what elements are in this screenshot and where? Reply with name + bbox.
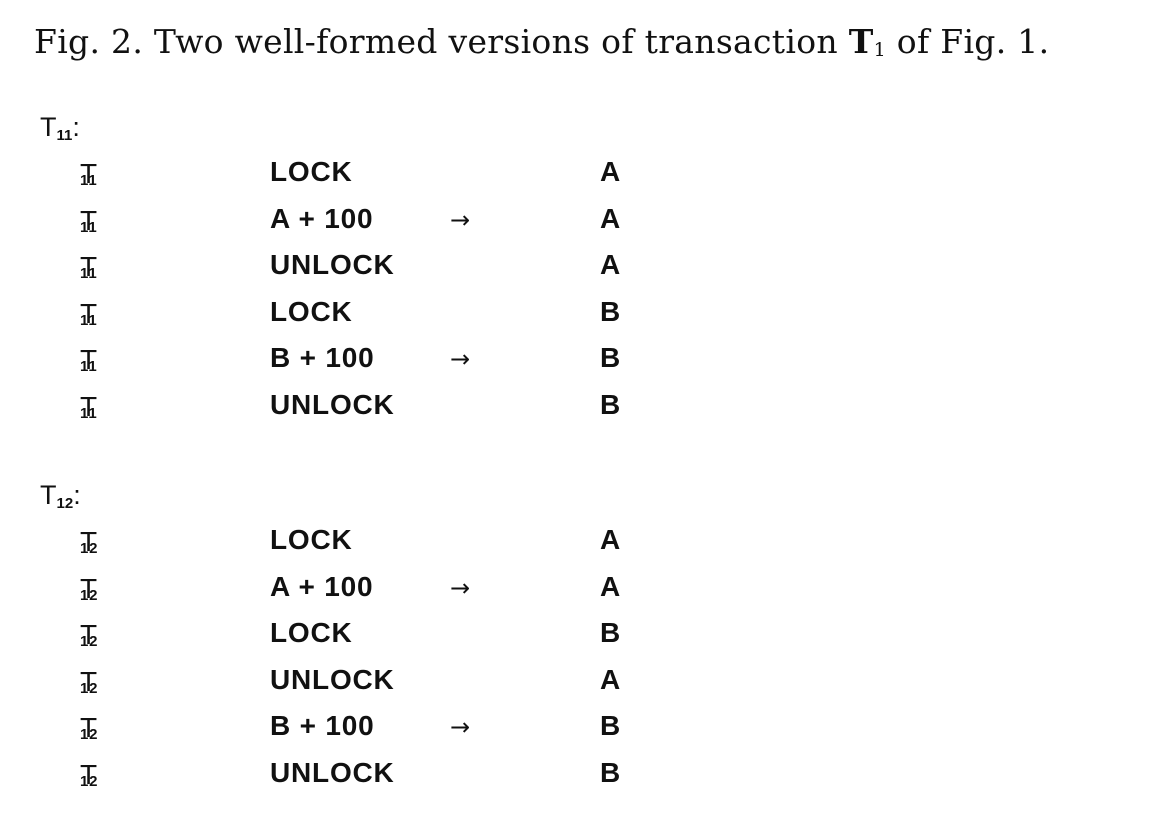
operation: UNLOCK [270, 388, 395, 420]
target-variable: B [600, 617, 622, 648]
operation: LOCK [270, 295, 353, 327]
operation: LOCK [270, 524, 353, 555]
caption-prefix: Fig. 2. Two well-formed versions of tran… [34, 22, 849, 61]
step-row: T 12 UNLOCK B [0, 755, 700, 802]
step-row: T 11 UNLOCK B [0, 387, 700, 434]
operation: LOCK [270, 156, 353, 187]
operation: A + 100 [270, 570, 374, 602]
operation: UNLOCK [270, 663, 395, 695]
step-list: T 12 LOCK A T 12 A + 100 → A T 12 LOCK B T 12 UNLOCK A T 1… [0, 522, 700, 801]
step-row: T 11 B + 100 → B [0, 340, 700, 387]
target-variable: B [600, 342, 622, 373]
target-variable: A [600, 202, 622, 234]
target-variable: A [600, 663, 622, 695]
assign-arrow: → [450, 713, 471, 741]
transaction-id: T 11 [80, 297, 98, 329]
operation: UNLOCK [270, 756, 395, 788]
transaction-id: T 12 [80, 712, 99, 743]
target-variable: B [600, 295, 622, 327]
transaction-id: T 11 [80, 204, 98, 236]
target-variable: B [600, 756, 622, 788]
step-row: T 11 LOCK B [0, 294, 700, 341]
operation: UNLOCK [270, 249, 395, 280]
assign-arrow: → [450, 205, 471, 234]
transaction-id: T 12 [80, 526, 99, 557]
target-variable: B [600, 388, 622, 420]
block-header: T11: [40, 112, 80, 144]
step-row: T 12 A + 100 → A [0, 569, 700, 616]
operation: B + 100 [270, 342, 375, 373]
transaction-id: T 11 [80, 390, 98, 422]
step-row: T 11 LOCK A [0, 154, 700, 201]
operation: A + 100 [270, 202, 374, 234]
target-variable: A [600, 249, 622, 280]
target-variable: B [600, 710, 622, 741]
target-variable: A [600, 524, 622, 555]
assign-arrow: → [450, 573, 471, 602]
transaction-id: T 12 [80, 619, 99, 650]
step-row: T 12 UNLOCK A [0, 662, 700, 709]
figure-caption: Fig. 2. Two well-formed versions of tran… [34, 22, 1049, 61]
transaction-id: T 11 [80, 251, 98, 282]
step-row: T 11 UNLOCK A [0, 247, 700, 294]
block-header: T12: [40, 480, 81, 512]
transaction-id: T 12 [80, 572, 99, 604]
assign-arrow: → [450, 345, 471, 373]
caption-suffix: of Fig. 1. [885, 22, 1050, 61]
caption-symbol: T1 [848, 22, 886, 61]
operation: LOCK [270, 617, 353, 648]
target-variable: A [600, 156, 622, 187]
operation: B + 100 [270, 710, 375, 741]
transaction-id: T 12 [80, 758, 99, 790]
step-row: T 11 A + 100 → A [0, 201, 700, 248]
target-variable: A [600, 570, 622, 602]
step-row: T 12 LOCK A [0, 522, 700, 569]
step-list: T 11 LOCK A T 11 A + 100 → A T 11 UNLOCK A T 11 LOCK B T 1… [0, 154, 700, 433]
transaction-id: T 11 [80, 344, 98, 375]
transaction-id: T 11 [80, 158, 98, 189]
step-row: T 12 B + 100 → B [0, 708, 700, 755]
step-row: T 12 LOCK B [0, 615, 700, 662]
transaction-id: T 12 [80, 665, 99, 697]
